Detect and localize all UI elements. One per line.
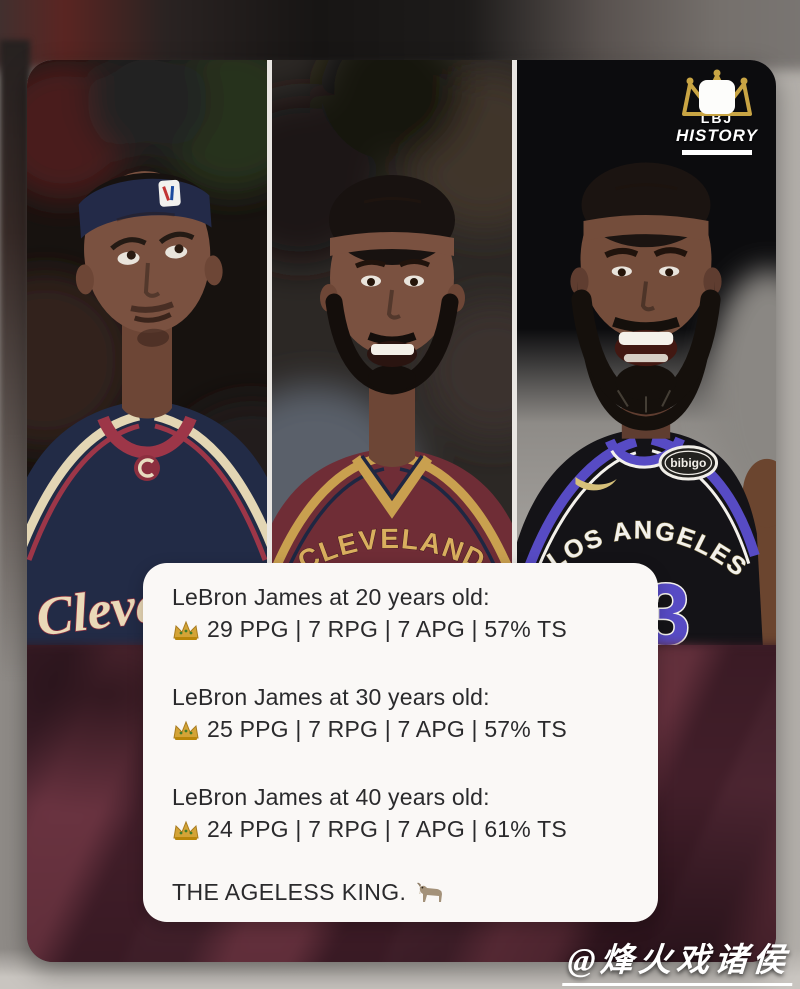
stat-line: 29 PPG | 7 RPG | 7 APG | 57% TS bbox=[172, 616, 658, 643]
footer-text: THE AGELESS KING. bbox=[172, 879, 407, 905]
stat-heading: LeBron James at 20 years old: bbox=[172, 584, 490, 610]
lbj-history-logo: LBJ HISTORY bbox=[668, 68, 766, 155]
goat-icon bbox=[417, 882, 443, 902]
blurred-backdrop-top bbox=[0, 0, 800, 70]
crown-icon bbox=[173, 720, 199, 740]
stat-values: 24 PPG | 7 RPG | 7 APG | 61% TS bbox=[207, 816, 567, 842]
stat-heading: LeBron James at 30 years old: bbox=[172, 684, 490, 710]
stat-values: 29 PPG | 7 RPG | 7 APG | 57% TS bbox=[207, 616, 567, 642]
watermark-handle: @烽火戏诸侯 bbox=[561, 933, 796, 986]
blurred-backdrop-left bbox=[0, 40, 30, 680]
stat-group-age-40: LeBron James at 40 years old: 24 PPG | 7… bbox=[172, 783, 658, 843]
logo-subtitle: HISTORY bbox=[676, 126, 758, 145]
photo-lebron-age-20-art: Cleveland bbox=[27, 60, 267, 645]
photo-lebron-age-30: CLEVELAND 23 bbox=[272, 60, 512, 645]
jersey-sponsor-bibigo: bibigo bbox=[670, 456, 706, 470]
photo-collage: Cleveland bbox=[27, 60, 776, 645]
post-image-card: Cleveland bbox=[27, 60, 776, 962]
crown-icon bbox=[668, 68, 766, 124]
logo-underline bbox=[682, 150, 752, 155]
crown-icon bbox=[173, 620, 199, 640]
photo-lebron-age-20: Cleveland bbox=[27, 60, 267, 645]
stats-footer: THE AGELESS KING. bbox=[172, 879, 658, 906]
stat-group-age-30: LeBron James at 30 years old: 25 PPG | 7… bbox=[172, 683, 658, 743]
crown-icon bbox=[173, 820, 199, 840]
stats-box: LeBron James at 20 years old: 29 PPG | 7… bbox=[143, 563, 658, 922]
stat-line: 24 PPG | 7 RPG | 7 APG | 61% TS bbox=[172, 816, 658, 843]
stat-heading: LeBron James at 40 years old: bbox=[172, 784, 490, 810]
stat-group-age-20: LeBron James at 20 years old: 29 PPG | 7… bbox=[172, 583, 658, 643]
stat-values: 25 PPG | 7 RPG | 7 APG | 57% TS bbox=[207, 716, 567, 742]
stat-line: 25 PPG | 7 RPG | 7 APG | 57% TS bbox=[172, 716, 658, 743]
photo-lebron-age-30-art: CLEVELAND 23 bbox=[272, 60, 512, 645]
